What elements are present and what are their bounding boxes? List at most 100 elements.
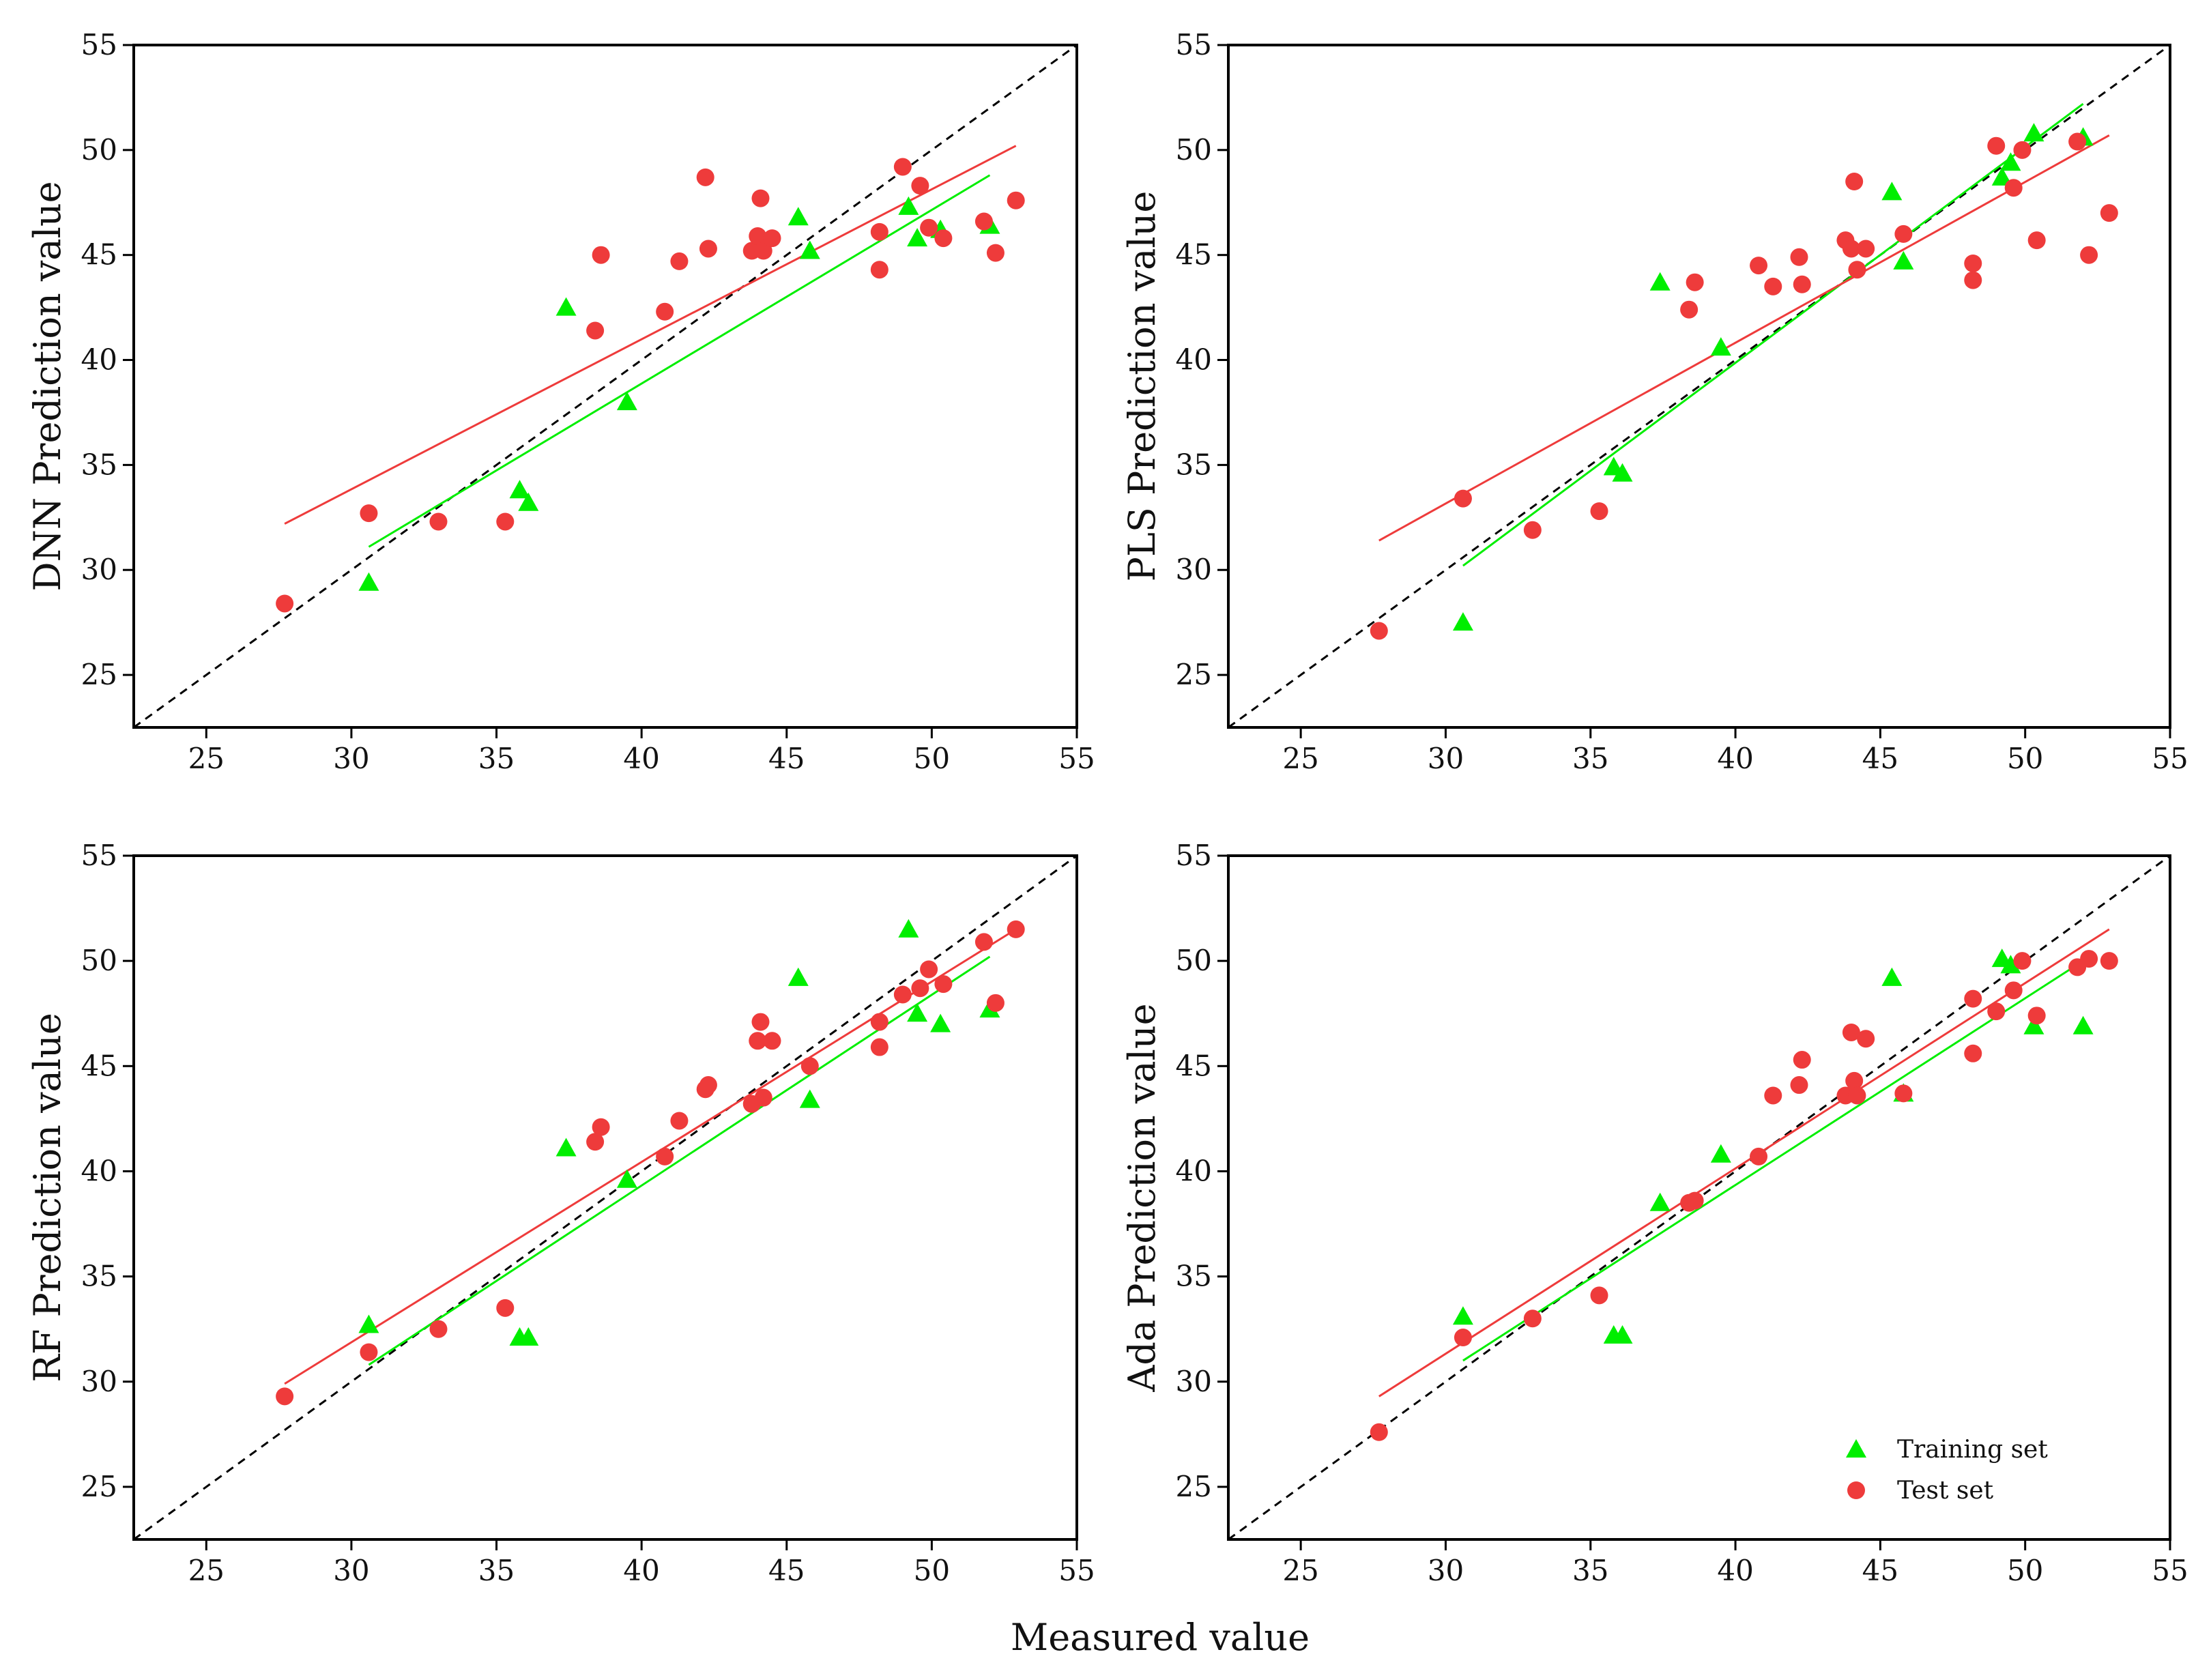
pls-y-tick-label: 35: [1176, 448, 1212, 481]
ada-training-point: [1710, 1144, 1731, 1163]
ada-x-tick-label: 25: [1282, 1554, 1318, 1587]
rf-test-point: [870, 1013, 888, 1031]
pls-training-point: [2000, 152, 2021, 171]
ada-test-point: [1790, 1076, 1808, 1095]
pls-test-point: [1894, 225, 1913, 243]
pls-test-point: [1964, 271, 1982, 289]
rf-training-point: [898, 918, 919, 938]
rf-test-fit-line: [284, 928, 1017, 1385]
ada-y-tick-label: 50: [1176, 944, 1212, 977]
rf-y-axis-title: RF Prediction value: [26, 1013, 69, 1382]
rf-test-point: [800, 1057, 819, 1075]
pls-x-tick-label: 30: [1428, 742, 1464, 775]
ada-test-point: [2013, 952, 2032, 970]
ada-test-fit-line: [1378, 928, 2110, 1397]
rf-training-point: [930, 1013, 951, 1032]
dnn-training-point: [509, 480, 530, 499]
ada-y-tick-label: 45: [1176, 1049, 1212, 1082]
pls-training-point: [1612, 463, 1633, 482]
pls-y-tick-label: 55: [1176, 28, 1212, 61]
ada-y-tick-label: 55: [1176, 839, 1212, 872]
pls-x-tick-label: 55: [2152, 742, 2188, 775]
dnn-test-point: [934, 229, 953, 248]
ada-test-point: [1964, 1044, 1982, 1062]
dnn-test-point: [586, 321, 605, 340]
pls-test-point: [1686, 273, 1704, 291]
dnn-test-point: [1007, 191, 1025, 209]
legend-test-marker: [1847, 1481, 1865, 1499]
pls-training-point: [1991, 166, 2012, 186]
dnn-x-tick-label: 40: [623, 742, 659, 775]
ada-test-point: [1686, 1191, 1704, 1210]
pls-training-fit-line: [1462, 102, 2084, 567]
ada-training-point: [1649, 1192, 1671, 1211]
rf-test-point: [754, 1088, 772, 1107]
dnn-test-point: [893, 158, 912, 176]
ada-test-point: [2027, 1006, 2046, 1025]
dnn-training-point: [555, 297, 577, 316]
legend-training-marker: [1846, 1439, 1866, 1458]
pls-training-point: [2023, 123, 2044, 142]
dnn-test-point: [751, 189, 770, 207]
rf-x-tick-label: 55: [1058, 1554, 1095, 1587]
dnn-test-point: [699, 240, 717, 258]
ada-test-point: [2004, 981, 2023, 1000]
dnn-y-tick-label: 35: [81, 448, 117, 481]
dnn-x-tick-label: 35: [478, 742, 515, 775]
ada-y-tick-label: 30: [1176, 1365, 1212, 1398]
pls-training-point: [1710, 337, 1731, 356]
rf-test-point: [911, 979, 929, 998]
dnn-plot-frame: [132, 44, 1078, 729]
dnn-test-point: [754, 242, 772, 260]
ada-test-point: [1857, 1030, 1875, 1048]
rf-training-point: [616, 1169, 637, 1188]
rf-test-point: [429, 1320, 448, 1338]
pls-test-point: [1845, 173, 1864, 190]
dnn-test-point: [870, 222, 888, 241]
ada-test-point: [1964, 989, 1982, 1008]
rf-y-tick-label: 40: [81, 1154, 117, 1187]
rf-training-point: [799, 1089, 820, 1108]
ada-test-point: [1842, 1023, 1860, 1041]
pls-test-fit-line: [1378, 134, 2110, 542]
shared-x-axis-title: Measured value: [1011, 1616, 1310, 1659]
rf-training-point: [555, 1138, 577, 1157]
pls-x-tick-label: 35: [1572, 742, 1608, 775]
dnn-training-point: [799, 240, 820, 259]
ada-training-point: [1881, 967, 1903, 986]
pls-training-point: [1893, 250, 1914, 270]
dnn-identity-line: [133, 44, 1078, 729]
rf-test-point: [934, 975, 953, 994]
rf-x-tick-label: 40: [623, 1554, 659, 1587]
ada-training-point: [2023, 1015, 2044, 1034]
dnn-x-tick-label: 30: [333, 742, 369, 775]
ada-identity-line: [1228, 854, 2171, 1541]
dnn-test-point: [696, 168, 714, 186]
pls-test-point: [2080, 246, 2098, 264]
rf-y-tick-label: 30: [81, 1365, 117, 1398]
pls-training-point: [1649, 272, 1671, 291]
rf-test-point: [586, 1133, 605, 1151]
rf-test-point: [656, 1147, 674, 1165]
rf-training-point: [358, 1314, 379, 1333]
ada-training-point: [1452, 1306, 1473, 1325]
dnn-training-point: [518, 492, 539, 511]
ada-training-fit-line: [1462, 959, 2084, 1362]
ada-panel: 25 30 35 40 45 50 55 25 30 35 40 45 50 55 Ada Predicti…: [1121, 839, 2188, 1587]
rf-test-point: [699, 1076, 717, 1095]
dnn-test-point: [496, 512, 515, 531]
dnn-test-point: [592, 246, 610, 264]
ada-y-tick-label: 35: [1176, 1260, 1212, 1293]
ada-x-tick-label: 55: [2152, 1554, 2188, 1587]
rf-x-tick-label: 35: [478, 1554, 515, 1587]
rf-x-tick-label: 30: [333, 1554, 369, 1587]
rf-y-tick-label: 35: [81, 1260, 117, 1293]
ada-x-tick-label: 50: [2007, 1554, 2043, 1587]
dnn-training-point: [358, 572, 379, 591]
pls-test-point: [1454, 489, 1472, 508]
ada-test-point: [1750, 1147, 1768, 1165]
rf-training-point: [787, 967, 809, 986]
rf-panel: 25 30 35 40 45 50 55 25 30 35 40 45 50 55 RF Predictio…: [26, 839, 1095, 1587]
ada-test-point: [1894, 1084, 1913, 1103]
rf-test-point: [986, 994, 1005, 1012]
